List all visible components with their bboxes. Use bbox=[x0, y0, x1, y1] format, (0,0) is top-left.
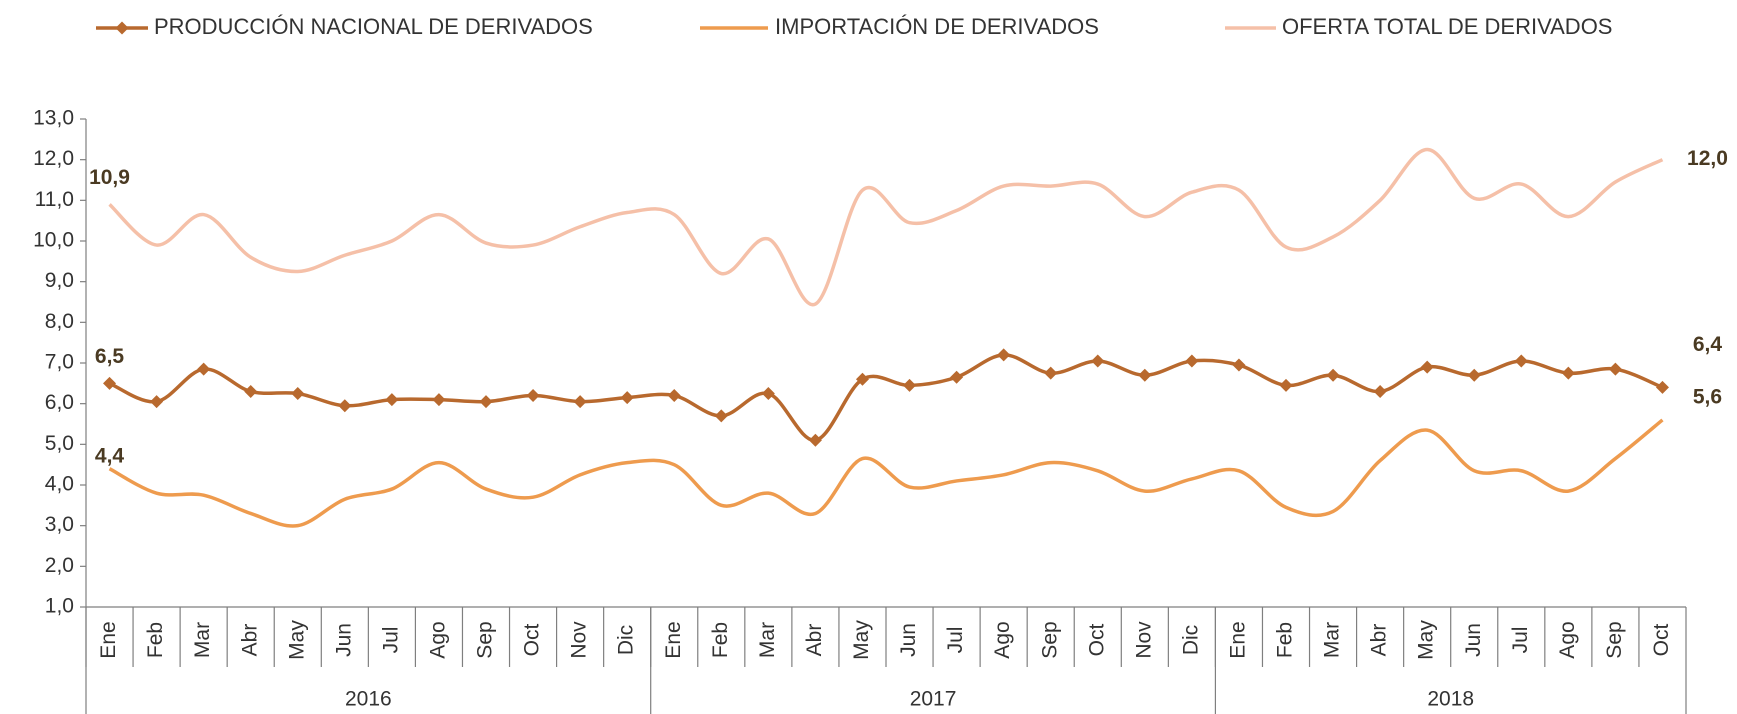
y-tick-label: 13,0 bbox=[33, 107, 74, 130]
point-marker bbox=[1467, 368, 1481, 382]
group-label: 2018 bbox=[1427, 688, 1474, 711]
x-tick-label: Sep bbox=[474, 621, 497, 658]
x-tick-label: Jun bbox=[897, 623, 920, 657]
data-label: 10,9 bbox=[89, 166, 130, 189]
point-marker bbox=[197, 362, 211, 376]
point-marker bbox=[1655, 380, 1669, 394]
point-marker bbox=[150, 395, 164, 409]
x-tick-label: Abr bbox=[238, 624, 261, 657]
x-tick-label: Dic bbox=[1179, 625, 1202, 655]
point-marker bbox=[1138, 368, 1152, 382]
x-tick-label: Abr bbox=[1368, 624, 1391, 657]
point-marker bbox=[855, 372, 869, 386]
y-tick-label: 6,0 bbox=[45, 391, 74, 414]
y-tick-label: 4,0 bbox=[45, 473, 74, 496]
y-tick-label: 3,0 bbox=[45, 513, 74, 536]
point-marker bbox=[1185, 354, 1199, 368]
point-marker bbox=[903, 378, 917, 392]
point-marker bbox=[338, 399, 352, 413]
x-tick-label: Oct bbox=[521, 624, 544, 657]
point-marker bbox=[1514, 354, 1528, 368]
x-tick-label: Mar bbox=[1321, 622, 1344, 658]
x-tick-label: Feb bbox=[144, 622, 167, 658]
x-tick-label: Ago bbox=[991, 621, 1014, 658]
y-tick-label: 10,0 bbox=[33, 229, 74, 252]
x-tick-label: Jul bbox=[379, 627, 402, 654]
x-tick-label: Ago bbox=[1556, 621, 1579, 658]
point-marker bbox=[385, 393, 399, 407]
point-marker bbox=[573, 395, 587, 409]
group-label: 2017 bbox=[910, 688, 957, 711]
point-marker bbox=[1561, 366, 1575, 380]
series-line bbox=[108, 353, 1664, 443]
data-label: 6,5 bbox=[95, 345, 125, 368]
y-tick-label: 7,0 bbox=[45, 351, 74, 374]
x-tick-label: Jun bbox=[1462, 623, 1485, 657]
point-marker bbox=[1232, 358, 1246, 372]
x-tick-label: Ago bbox=[426, 621, 449, 658]
point-marker bbox=[432, 393, 446, 407]
legend-label: OFERTA TOTAL DE DERIVADOS bbox=[1282, 14, 1612, 39]
x-tick-label: Jul bbox=[1509, 627, 1532, 654]
x-tick-label: Dic bbox=[615, 625, 638, 655]
point-marker bbox=[1091, 354, 1105, 368]
x-tick-label: May bbox=[850, 620, 873, 660]
y-tick-label: 9,0 bbox=[45, 269, 74, 292]
x-tick-label: Ene bbox=[97, 621, 120, 658]
point-marker bbox=[1608, 362, 1622, 376]
point-marker bbox=[244, 384, 258, 398]
x-tick-label: Oct bbox=[1085, 624, 1108, 657]
legend-marker bbox=[115, 21, 129, 35]
point-marker bbox=[1420, 360, 1434, 374]
point-marker bbox=[1373, 384, 1387, 398]
point-marker bbox=[291, 387, 305, 400]
point-marker bbox=[1044, 366, 1058, 380]
point-marker bbox=[808, 433, 822, 447]
series-line bbox=[108, 418, 1664, 528]
x-tick-label: Sep bbox=[1603, 621, 1626, 658]
data-label: 6,4 bbox=[1693, 333, 1723, 356]
x-tick-label: May bbox=[1415, 620, 1438, 660]
point-marker bbox=[526, 389, 540, 403]
point-marker bbox=[1326, 368, 1340, 382]
x-tick-label: Abr bbox=[803, 624, 826, 657]
x-tick-label: Oct bbox=[1650, 624, 1673, 657]
legend-label: IMPORTACIÓN DE DERIVADOS bbox=[775, 14, 1099, 39]
x-tick-label: Jul bbox=[944, 627, 967, 654]
point-marker bbox=[1279, 378, 1293, 392]
point-marker bbox=[620, 391, 634, 405]
point-marker bbox=[667, 389, 681, 403]
point-marker bbox=[997, 348, 1011, 362]
x-tick-label: May bbox=[285, 620, 308, 660]
x-tick-label: Mar bbox=[191, 622, 214, 658]
point-marker bbox=[761, 387, 775, 400]
x-tick-label: Feb bbox=[709, 622, 732, 658]
group-label: 2016 bbox=[345, 688, 392, 711]
x-tick-label: Ene bbox=[1226, 621, 1249, 658]
x-tick-label: Mar bbox=[756, 622, 779, 658]
x-tick-label: Ene bbox=[662, 621, 685, 658]
point-marker bbox=[479, 395, 493, 409]
data-label: 5,6 bbox=[1693, 385, 1722, 408]
y-tick-label: 11,0 bbox=[35, 188, 74, 211]
x-tick-label: Sep bbox=[1038, 621, 1061, 658]
point-marker bbox=[103, 376, 117, 390]
x-tick-label: Nov bbox=[568, 621, 591, 659]
point-marker bbox=[714, 409, 728, 423]
x-tick-label: Feb bbox=[1274, 622, 1297, 658]
x-tick-label: Jun bbox=[332, 623, 355, 657]
y-tick-label: 12,0 bbox=[33, 147, 74, 170]
data-label: 4,4 bbox=[95, 444, 125, 467]
y-tick-label: 8,0 bbox=[45, 310, 74, 333]
y-tick-label: 2,0 bbox=[45, 554, 74, 577]
series-line bbox=[108, 147, 1664, 307]
y-tick-label: 1,0 bbox=[45, 595, 74, 618]
data-label: 12,0 bbox=[1687, 147, 1728, 170]
x-tick-label: Nov bbox=[1132, 621, 1155, 659]
point-marker bbox=[950, 370, 964, 384]
y-tick-label: 5,0 bbox=[45, 432, 74, 455]
legend-label: PRODUCCIÓN NACIONAL DE DERIVADOS bbox=[154, 14, 593, 39]
